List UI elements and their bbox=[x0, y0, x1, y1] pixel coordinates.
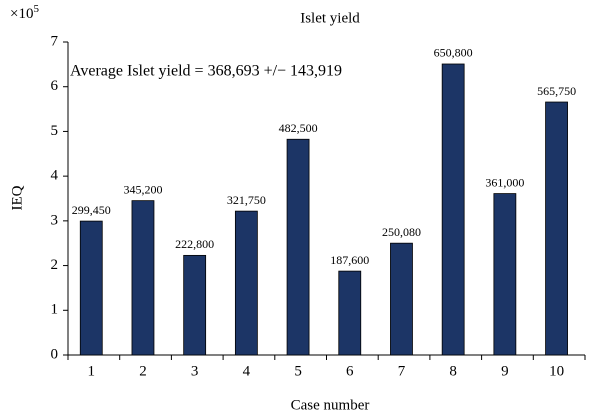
data-label: 361,000 bbox=[485, 175, 524, 189]
data-label: 482,500 bbox=[279, 121, 318, 135]
y-axis-label: IEQ bbox=[9, 185, 25, 210]
data-label: 345,200 bbox=[123, 182, 162, 196]
bar bbox=[79, 220, 103, 356]
bar bbox=[390, 242, 413, 356]
y-tick-label: 7 bbox=[51, 33, 59, 49]
x-tick-label: 2 bbox=[139, 363, 147, 379]
data-label: 650,800 bbox=[434, 46, 473, 60]
y-tick-label: 5 bbox=[51, 123, 59, 139]
y-tick-label: 3 bbox=[51, 212, 59, 228]
y-tick-label: 0 bbox=[51, 346, 59, 362]
data-label: 565,750 bbox=[537, 84, 576, 98]
data-label: 250,080 bbox=[382, 225, 421, 239]
x-tick-label: 6 bbox=[346, 363, 354, 379]
multiplier-exponent: 5 bbox=[33, 3, 39, 15]
y-tick-label: 2 bbox=[51, 257, 59, 273]
bar bbox=[441, 63, 465, 356]
x-tick-label: 7 bbox=[398, 363, 406, 379]
y-tick-label: 4 bbox=[51, 168, 59, 184]
x-axis-label: Case number bbox=[291, 397, 370, 413]
bar bbox=[545, 101, 568, 356]
annotation: Average Islet yield = 368,693 +/− 143,91… bbox=[70, 63, 342, 80]
x-tick-label: 8 bbox=[449, 363, 457, 379]
y-tick-label: 6 bbox=[51, 78, 59, 94]
x-tick-label: 4 bbox=[243, 363, 251, 379]
data-label: 222,800 bbox=[175, 237, 214, 251]
x-tick-label: 3 bbox=[191, 363, 199, 379]
data-label: 299,450 bbox=[72, 203, 111, 217]
x-tick-label: 9 bbox=[501, 363, 509, 379]
y-multiplier: ×105 bbox=[10, 3, 39, 23]
bar bbox=[131, 200, 155, 356]
data-label: 187,600 bbox=[330, 253, 369, 267]
multiplier-base: ×10 bbox=[10, 6, 33, 22]
y-tick-label: 1 bbox=[51, 302, 59, 318]
chart-title: Islet yield bbox=[300, 10, 360, 26]
x-tick-label: 5 bbox=[294, 363, 302, 379]
data-label: 321,750 bbox=[227, 193, 266, 207]
bar bbox=[183, 254, 207, 356]
bar bbox=[493, 193, 517, 356]
bar bbox=[286, 138, 310, 356]
x-tick-label: 1 bbox=[88, 363, 96, 379]
bar bbox=[234, 210, 258, 356]
x-tick-label: 10 bbox=[549, 363, 564, 379]
bar bbox=[338, 270, 362, 356]
